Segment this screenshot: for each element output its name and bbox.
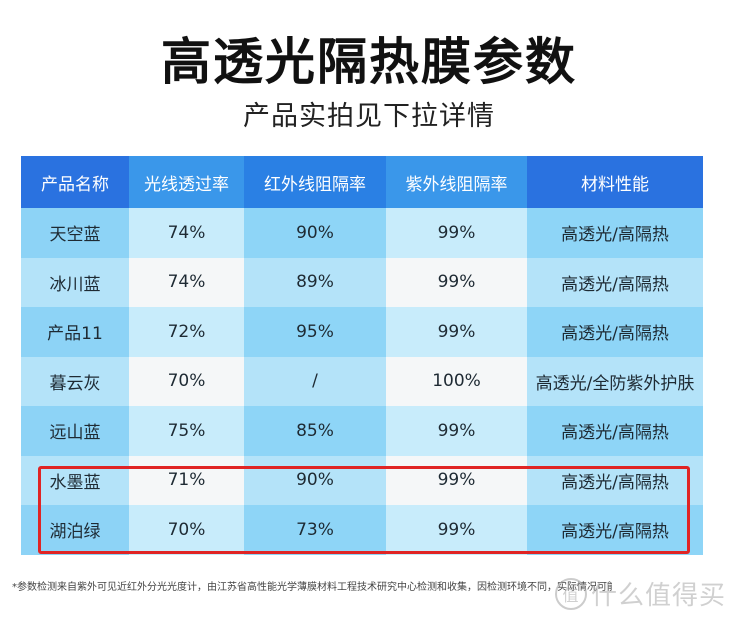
column-header-material-performance: 材料性能 bbox=[527, 156, 703, 208]
light-transmittance-cell: 74% bbox=[129, 208, 244, 258]
table-row: 冰川蓝 74% 89% 99% 高透光/高隔热 bbox=[21, 257, 703, 307]
infrared-rejection-cell: 89% bbox=[244, 257, 386, 307]
infrared-rejection-cell: 90% bbox=[244, 208, 386, 258]
light-transmittance-cell: 70% bbox=[129, 505, 244, 555]
table-header-row: 产品名称 光线透过率 红外线阻隔率 紫外线阻隔率 材料性能 bbox=[21, 156, 703, 208]
product-name-cell: 远山蓝 bbox=[21, 406, 129, 456]
table-row: 湖泊绿 70% 73% 99% 高透光/高隔热 bbox=[21, 505, 703, 555]
table-row: 水墨蓝 71% 90% 99% 高透光/高隔热 bbox=[21, 455, 703, 505]
watermark: 值 什么值得买 bbox=[554, 575, 726, 612]
material-performance-cell: 高透光/高隔热 bbox=[527, 406, 703, 456]
infrared-rejection-cell: 95% bbox=[244, 307, 386, 357]
product-name-cell: 水墨蓝 bbox=[21, 455, 129, 505]
light-transmittance-cell: 72% bbox=[129, 307, 244, 357]
product-name-cell: 天空蓝 bbox=[21, 208, 129, 258]
uv-rejection-cell: 99% bbox=[386, 406, 527, 456]
table-row: 远山蓝 75% 85% 99% 高透光/高隔热 bbox=[21, 406, 703, 456]
uv-rejection-cell: 99% bbox=[386, 257, 527, 307]
infrared-rejection-cell: / bbox=[244, 356, 386, 406]
uv-rejection-cell: 99% bbox=[386, 307, 527, 357]
footnote: *参数检测来自紫外可见近红外分光光度计，由江苏省高性能光学薄膜材料工程技术研究中… bbox=[12, 582, 612, 593]
column-header-uv-rejection: 紫外线阻隔率 bbox=[386, 156, 527, 208]
product-name-cell: 暮云灰 bbox=[21, 356, 129, 406]
table-row: 暮云灰 70% / 100% 高透光/全防紫外护肤 bbox=[21, 356, 703, 406]
uv-rejection-cell: 100% bbox=[386, 356, 527, 406]
table-row: 产品11 72% 95% 99% 高透光/高隔热 bbox=[21, 307, 703, 357]
infrared-rejection-cell: 90% bbox=[244, 455, 386, 505]
infrared-rejection-cell: 73% bbox=[244, 505, 386, 555]
material-performance-cell: 高透光/高隔热 bbox=[527, 257, 703, 307]
table-row: 天空蓝 74% 90% 99% 高透光/高隔热 bbox=[21, 208, 703, 258]
material-performance-cell: 高透光/高隔热 bbox=[527, 455, 703, 505]
material-performance-cell: 高透光/高隔热 bbox=[527, 208, 703, 258]
product-name-cell: 湖泊绿 bbox=[21, 505, 129, 555]
uv-rejection-cell: 99% bbox=[386, 208, 527, 258]
watermark-badge-icon: 值 bbox=[554, 577, 587, 610]
uv-rejection-cell: 99% bbox=[386, 455, 527, 505]
material-performance-cell: 高透光/高隔热 bbox=[527, 307, 703, 357]
light-transmittance-cell: 70% bbox=[129, 356, 244, 406]
product-name-cell: 产品11 bbox=[21, 307, 129, 357]
light-transmittance-cell: 74% bbox=[129, 257, 244, 307]
column-header-product-name: 产品名称 bbox=[21, 156, 129, 208]
page-title: 高透光隔热膜参数 bbox=[161, 33, 577, 91]
page-subtitle: 产品实拍见下拉详情 bbox=[243, 101, 495, 132]
parameter-table: 产品名称 光线透过率 红外线阻隔率 紫外线阻隔率 材料性能 天空蓝 74% 90… bbox=[21, 156, 703, 555]
column-header-light-transmittance: 光线透过率 bbox=[129, 156, 244, 208]
light-transmittance-cell: 75% bbox=[129, 406, 244, 456]
infrared-rejection-cell: 85% bbox=[244, 406, 386, 456]
uv-rejection-cell: 99% bbox=[386, 505, 527, 555]
light-transmittance-cell: 71% bbox=[129, 455, 244, 505]
material-performance-cell: 高透光/高隔热 bbox=[527, 505, 703, 555]
material-performance-cell: 高透光/全防紫外护肤 bbox=[527, 356, 703, 406]
column-header-infrared-rejection: 红外线阻隔率 bbox=[244, 156, 386, 208]
watermark-text: 什么值得买 bbox=[590, 581, 726, 611]
product-name-cell: 冰川蓝 bbox=[21, 257, 129, 307]
